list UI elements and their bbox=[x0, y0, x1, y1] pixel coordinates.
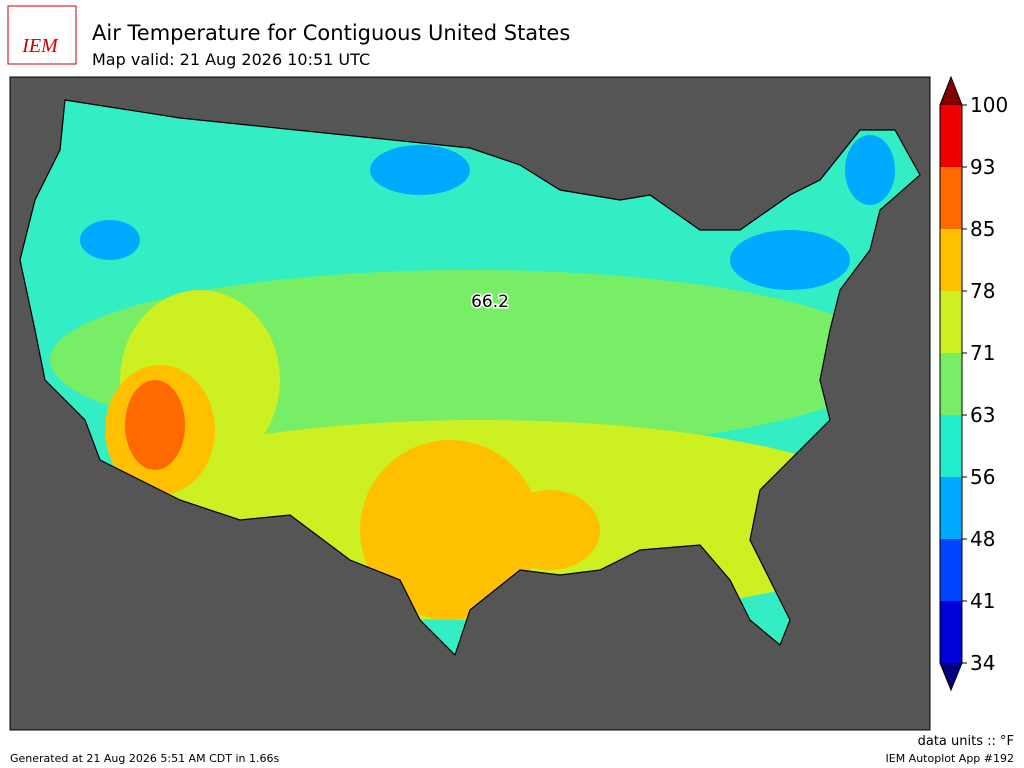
colorbar-segment bbox=[940, 477, 962, 539]
colorbar-segment bbox=[940, 291, 962, 353]
colorbar-tick-label: 34 bbox=[970, 651, 995, 675]
title: Air Temperature for Contiguous United St… bbox=[92, 21, 570, 45]
logo: IEM bbox=[7, 5, 77, 65]
colorbar-tick-label: 93 bbox=[970, 155, 995, 179]
colorbar-segment bbox=[940, 353, 962, 415]
colorbar-tick-label: 63 bbox=[970, 403, 995, 427]
colorbar-under bbox=[940, 663, 962, 690]
colorbar-segment bbox=[940, 539, 962, 601]
app-label: IEM Autoplot App #192 bbox=[886, 752, 1015, 765]
colorbar-segment bbox=[940, 415, 962, 477]
map-annotation: 66.2 bbox=[471, 292, 509, 312]
map-fill bbox=[20, 100, 920, 655]
colorbar-tick-label: 71 bbox=[970, 341, 995, 365]
logo-text: IEM bbox=[21, 35, 59, 57]
subtitle: Map valid: 21 Aug 2026 10:51 UTC bbox=[92, 50, 370, 69]
colorbar-segment bbox=[940, 167, 962, 229]
colorbar-tick-label: 41 bbox=[970, 589, 995, 613]
colorbar-over bbox=[940, 77, 962, 105]
colorbar-tick-label: 100 bbox=[970, 93, 1008, 117]
colorbar-tick-label: 78 bbox=[970, 279, 995, 303]
colorbar-tick-label: 85 bbox=[970, 217, 995, 241]
colorbar-tick-label: 48 bbox=[970, 527, 995, 551]
units-label: data units :: °F bbox=[918, 734, 1014, 749]
colorbar-segment bbox=[940, 601, 962, 663]
us-outline bbox=[19, 99, 921, 657]
generated-label: Generated at 21 Aug 2026 5:51 AM CDT in … bbox=[10, 752, 279, 765]
colorbar-segment bbox=[940, 105, 962, 167]
colorbar-segment bbox=[940, 229, 962, 291]
colorbar-tick-label: 56 bbox=[970, 465, 995, 489]
logo-frame bbox=[7, 5, 77, 65]
